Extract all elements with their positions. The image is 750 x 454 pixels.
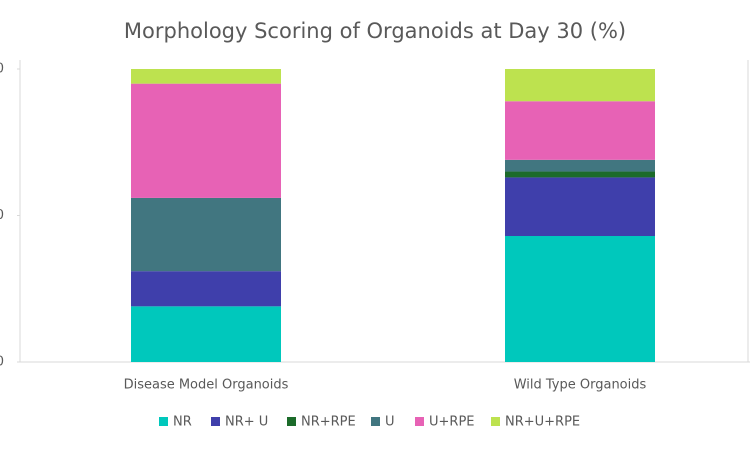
legend-label: U+RPE bbox=[429, 415, 475, 430]
bar-segment bbox=[505, 171, 655, 178]
legend-swatch bbox=[159, 417, 168, 426]
legend-label: U bbox=[385, 415, 395, 430]
bar-segment bbox=[505, 159, 655, 172]
bar-segment bbox=[131, 197, 281, 272]
x-tick-label: Disease Model Organoids bbox=[124, 378, 289, 393]
legend-swatch bbox=[211, 417, 220, 426]
bar-segment bbox=[505, 69, 655, 102]
legend-swatch bbox=[371, 417, 380, 426]
bar-segment bbox=[131, 306, 281, 362]
legend-swatch bbox=[415, 417, 424, 426]
bar-segment bbox=[131, 69, 281, 84]
legend-label: NR+U+RPE bbox=[505, 415, 580, 430]
bar-segment bbox=[505, 101, 655, 160]
y-tick-label: 100 bbox=[0, 62, 4, 77]
chart-title: Morphology Scoring of Organoids at Day 3… bbox=[124, 19, 626, 43]
bar-segment bbox=[131, 83, 281, 198]
bar-segment bbox=[131, 271, 281, 307]
legend-swatch bbox=[491, 417, 500, 426]
legend-swatch bbox=[287, 417, 296, 426]
y-tick-label: 50 bbox=[0, 208, 4, 223]
y-tick-label: 0 bbox=[0, 355, 4, 370]
legend-label: NR bbox=[173, 415, 192, 430]
bar-segment bbox=[505, 236, 655, 362]
legend-label: NR+ U bbox=[225, 415, 268, 430]
bar-segment bbox=[505, 177, 655, 237]
x-tick-label: Wild Type Organoids bbox=[514, 378, 647, 393]
legend-label: NR+RPE bbox=[301, 415, 356, 430]
